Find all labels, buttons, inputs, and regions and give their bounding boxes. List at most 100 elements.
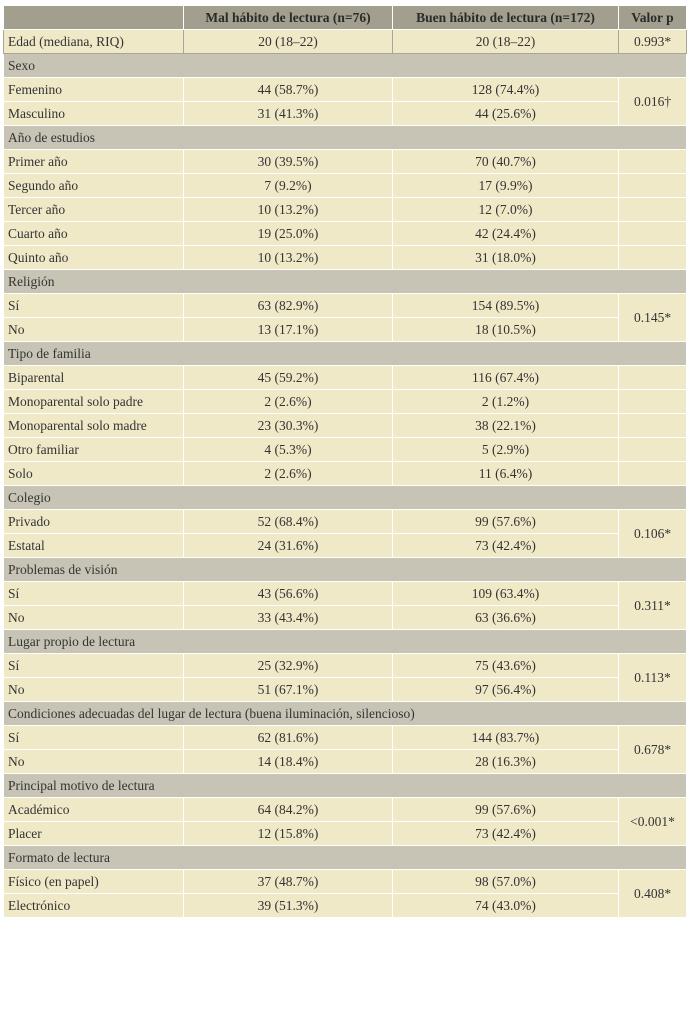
row-label: Monoparental solo madre <box>3 413 184 438</box>
cell: 75 (43.6%) <box>392 653 619 678</box>
row-label: Estatal <box>3 533 184 558</box>
row-label: Electrónico <box>3 893 184 918</box>
cell: 13 (17.1%) <box>183 317 393 342</box>
row-label: Primer año <box>3 149 184 174</box>
data-row: Solo 2 (2.6%) 11 (6.4%) <box>3 461 687 486</box>
row-label: Edad (mediana, RIQ) <box>3 29 184 54</box>
cell: 28 (16.3%) <box>392 749 619 774</box>
row-label: Cuarto año <box>3 221 184 246</box>
cell: 99 (57.6%) <box>392 797 619 822</box>
header-cell <box>3 5 184 30</box>
cell: 144 (83.7%) <box>392 725 619 750</box>
row-label: No <box>3 605 184 630</box>
table-body: Edad (mediana, RIQ) 20 (18–22) 20 (18–22) 0… <box>3 29 687 918</box>
row-label: Masculino <box>3 101 184 126</box>
section-title: Colegio <box>3 485 687 510</box>
p-value: 0.113* <box>618 653 687 702</box>
cell: 10 (13.2%) <box>183 197 393 222</box>
section-row: Condiciones adecuadas del lugar de lectu… <box>3 701 687 726</box>
p-value: 0.678* <box>618 725 687 774</box>
cell: 52 (68.4%) <box>183 509 393 534</box>
data-row: No 33 (43.4%) 63 (36.6%) <box>3 605 687 630</box>
row-label: Biparental <box>3 365 184 390</box>
cell <box>618 461 687 486</box>
data-row: Físico (en papel) 37 (48.7%) 98 (57.0%) 0.4… <box>3 869 687 918</box>
section-row: Lugar propio de lectura <box>3 629 687 654</box>
data-row: Edad (mediana, RIQ) 20 (18–22) 20 (18–22) 0… <box>3 29 687 54</box>
data-row: Sí 43 (56.6%) 109 (63.4%) 0.311* <box>3 581 687 630</box>
p-value: 0.993* <box>618 29 687 54</box>
cell: 24 (31.6%) <box>183 533 393 558</box>
row-label: Femenino <box>3 77 184 102</box>
section-row: Año de estudios <box>3 125 687 150</box>
section-row: Problemas de visión <box>3 557 687 582</box>
section-row: Tipo de familia <box>3 341 687 366</box>
cell <box>618 197 687 222</box>
data-row: No 14 (18.4%) 28 (16.3%) <box>3 749 687 774</box>
cell: 99 (57.6%) <box>392 509 619 534</box>
cell: 64 (84.2%) <box>183 797 393 822</box>
section-title: Principal motivo de lectura <box>3 773 687 798</box>
cell: 98 (57.0%) <box>392 869 619 894</box>
cell: 39 (51.3%) <box>183 893 393 918</box>
cell: 37 (48.7%) <box>183 869 393 894</box>
cell <box>618 245 687 270</box>
section-row: Religión <box>3 269 687 294</box>
cell: 33 (43.4%) <box>183 605 393 630</box>
cell: 73 (42.4%) <box>392 533 619 558</box>
section-title: Año de estudios <box>3 125 687 150</box>
cell: 17 (9.9%) <box>392 173 619 198</box>
data-row: Masculino 31 (41.3%) 44 (25.6%) <box>3 101 687 126</box>
cell: 2 (2.6%) <box>183 389 393 414</box>
row-label: Sí <box>3 581 184 606</box>
data-row: Placer 12 (15.8%) 73 (42.4%) <box>3 821 687 846</box>
data-row: Sí 63 (82.9%) 154 (89.5%) 0.145* <box>3 293 687 342</box>
data-row: Monoparental solo madre 23 (30.3%) 38 (22.… <box>3 413 687 438</box>
cell: 42 (24.4%) <box>392 221 619 246</box>
cell: 74 (43.0%) <box>392 893 619 918</box>
data-row: Estatal 24 (31.6%) 73 (42.4%) <box>3 533 687 558</box>
p-value: 0.106* <box>618 509 687 558</box>
cell: 2 (2.6%) <box>183 461 393 486</box>
data-row: No 51 (67.1%) 97 (56.4%) <box>3 677 687 702</box>
section-title: Condiciones adecuadas del lugar de lectu… <box>3 701 687 726</box>
cell <box>618 365 687 390</box>
p-value: 0.145* <box>618 293 687 342</box>
data-row: Privado 52 (68.4%) 99 (57.6%) 0.106* <box>3 509 687 558</box>
data-row: Quinto año 10 (13.2%) 31 (18.0%) <box>3 245 687 270</box>
cell: 73 (42.4%) <box>392 821 619 846</box>
data-row: Biparental 45 (59.2%) 116 (67.4%) <box>3 365 687 390</box>
section-row: Principal motivo de lectura <box>3 773 687 798</box>
table-header: Mal hábito de lectura (n=76) Buen hábito… <box>3 5 687 30</box>
row-label: Otro familiar <box>3 437 184 462</box>
row-label: Sí <box>3 293 184 318</box>
data-row: Otro familiar 4 (5.3%) 5 (2.9%) <box>3 437 687 462</box>
p-value: 0.016† <box>618 77 687 126</box>
cell: 45 (59.2%) <box>183 365 393 390</box>
row-label: Físico (en papel) <box>3 869 184 894</box>
data-row: Académico 64 (84.2%) 99 (57.6%) <0.001* <box>3 797 687 846</box>
p-value: 0.408* <box>618 869 687 918</box>
cell: 7 (9.2%) <box>183 173 393 198</box>
p-value: 0.311* <box>618 581 687 630</box>
row-label: Quinto año <box>3 245 184 270</box>
row-label: No <box>3 749 184 774</box>
cell: 44 (58.7%) <box>183 77 393 102</box>
cell: 62 (81.6%) <box>183 725 393 750</box>
data-row: Femenino 44 (58.7%) 128 (74.4%) 0.016† <box>3 77 687 126</box>
header-cell: Mal hábito de lectura (n=76) <box>183 5 393 30</box>
cell: 18 (10.5%) <box>392 317 619 342</box>
section-title: Problemas de visión <box>3 557 687 582</box>
cell: 43 (56.6%) <box>183 581 393 606</box>
cell: 20 (18–22) <box>392 29 619 54</box>
cell: 63 (36.6%) <box>392 605 619 630</box>
row-label: Privado <box>3 509 184 534</box>
section-title: Tipo de familia <box>3 341 687 366</box>
row-label: Tercer año <box>3 197 184 222</box>
cell <box>618 149 687 174</box>
cell: 31 (18.0%) <box>392 245 619 270</box>
data-row: No 13 (17.1%) 18 (10.5%) <box>3 317 687 342</box>
cell: 12 (15.8%) <box>183 821 393 846</box>
data-row: Primer año 30 (39.5%) 70 (40.7%) <box>3 149 687 174</box>
data-row: Cuarto año 19 (25.0%) 42 (24.4%) <box>3 221 687 246</box>
